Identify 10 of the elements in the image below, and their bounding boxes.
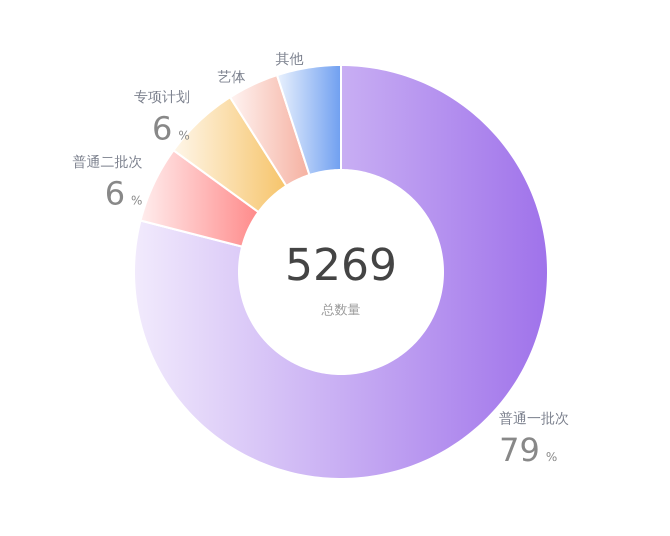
data-label: 79 %: [499, 431, 558, 470]
text: 5269: [285, 240, 397, 291]
slice-label: 普通一批次: [499, 410, 570, 428]
text: 总数量: [320, 303, 360, 318]
slice-label: 艺体: [217, 69, 246, 86]
data-label: 6 %: [152, 109, 190, 148]
data-label: 6 %: [104, 174, 142, 212]
slice-label: 专项计划: [134, 89, 190, 106]
slice-label: 其他: [275, 52, 304, 68]
slice-label: 普通二批次: [72, 153, 142, 170]
